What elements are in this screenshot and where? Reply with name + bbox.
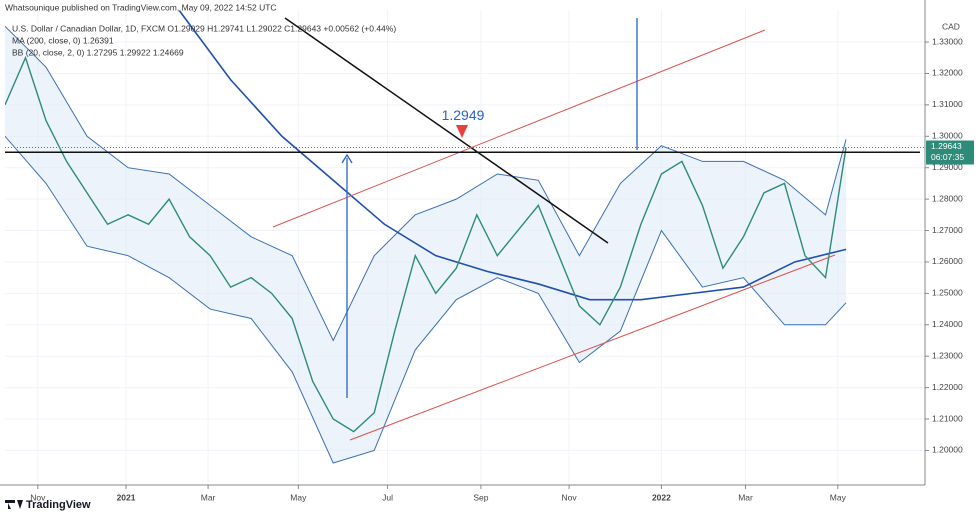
channel-lower bbox=[349, 254, 836, 441]
x-tick-label: 2021 bbox=[117, 492, 136, 502]
last-price: 1.29643 bbox=[931, 141, 962, 151]
countdown: 06:07:35 bbox=[931, 152, 964, 162]
y-tick-label: 1.20000 bbox=[932, 445, 963, 455]
trend-line bbox=[284, 17, 609, 244]
currency: CAD bbox=[942, 21, 960, 31]
y-tick-label: 1.22000 bbox=[932, 382, 963, 392]
x-tick-label: Nov bbox=[30, 492, 46, 502]
x-tick-label: May bbox=[290, 492, 307, 502]
y-tick-label: 1.25000 bbox=[932, 288, 963, 298]
y-tick-label: 1.23000 bbox=[932, 350, 963, 360]
x-tick-label: Mar bbox=[201, 492, 216, 502]
y-tick-label: 1.27000 bbox=[932, 225, 963, 235]
ma-line bbox=[178, 10, 847, 301]
logo bbox=[5, 500, 23, 509]
y-tick-label: 1.31000 bbox=[932, 99, 963, 109]
x-tick-label: Sep bbox=[473, 492, 488, 502]
band-line bbox=[5, 25, 847, 342]
bb-fill bbox=[5, 26, 847, 464]
y-tick-label: 1.21000 bbox=[932, 413, 963, 423]
x-tick-label: Jul bbox=[382, 492, 393, 502]
ma-legend: MA (200, close, 0) 1.26391 bbox=[12, 35, 114, 45]
y-tick-label: 1.26000 bbox=[932, 256, 963, 266]
price-tag bbox=[926, 140, 974, 165]
arrow-head bbox=[341, 153, 353, 164]
x-tick-label: Nov bbox=[562, 492, 578, 502]
y-tick-label: 1.28000 bbox=[932, 193, 963, 203]
down-arrow bbox=[456, 125, 468, 138]
price-line bbox=[5, 55, 847, 433]
x-tick-label: 2022 bbox=[652, 492, 671, 502]
x-tick-label: May bbox=[830, 492, 847, 502]
bb-legend: BB (20, close, 2, 0) 1.27295 1.29922 1.2… bbox=[12, 47, 184, 57]
channel-upper bbox=[272, 29, 766, 228]
y-tick-label: 1.29000 bbox=[932, 162, 963, 172]
published: Whatsounique published on TradingView.co… bbox=[5, 2, 277, 12]
y-tick-label: 1.33000 bbox=[932, 36, 963, 46]
band-line bbox=[5, 135, 847, 464]
y-tick-label: 1.24000 bbox=[932, 319, 963, 329]
symbol: U.S. Dollar / Canadian Dollar, 1D, FXCM … bbox=[12, 23, 396, 33]
y-tick-label: 1.30000 bbox=[932, 131, 963, 141]
plot-area bbox=[5, 10, 847, 464]
brand: TradingView bbox=[26, 499, 91, 511]
annotation: 1.2949 bbox=[442, 107, 485, 123]
y-tick-label: 1.32000 bbox=[932, 68, 963, 78]
drawings bbox=[272, 17, 836, 441]
x-tick-label: Mar bbox=[738, 492, 753, 502]
